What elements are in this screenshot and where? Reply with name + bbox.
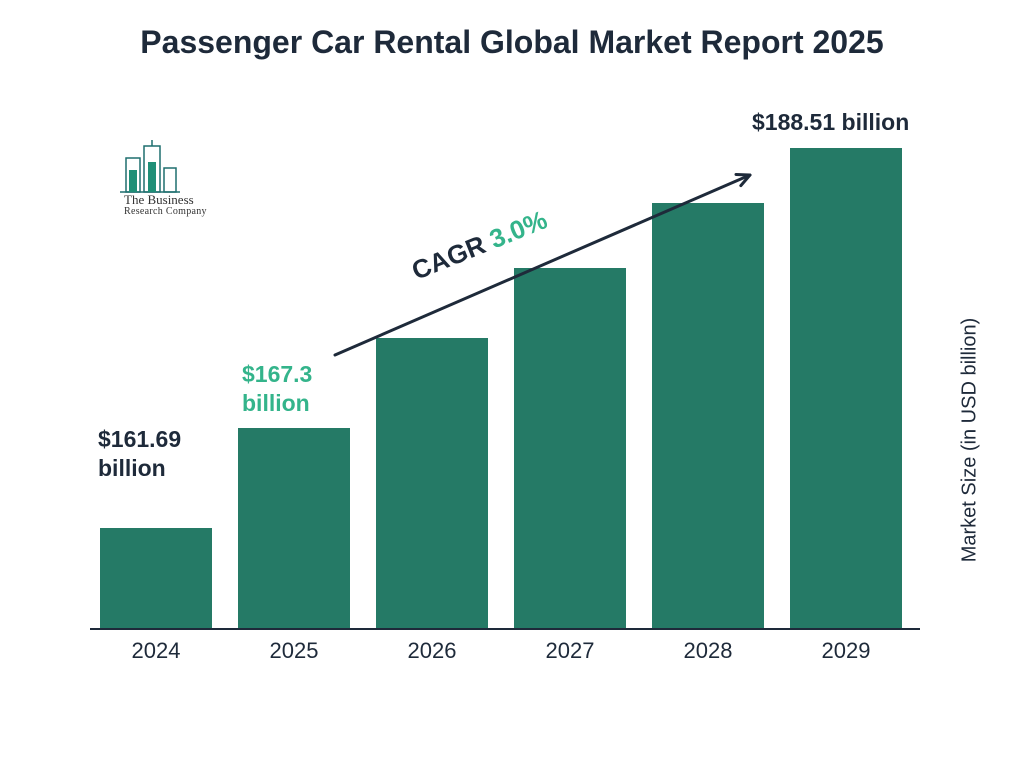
x-label-2028: 2028 <box>652 638 764 664</box>
y-axis-label: Market Size (in USD billion) <box>959 310 982 570</box>
bar-2028 <box>652 203 764 628</box>
bars-group <box>90 138 920 628</box>
chart-title: Passenger Car Rental Global Market Repor… <box>0 22 1024 62</box>
x-label-2025: 2025 <box>238 638 350 664</box>
value-annotation-1: $167.3billion <box>242 360 312 418</box>
bar-2026 <box>376 338 488 628</box>
bar-2024 <box>100 528 212 628</box>
bar-2029 <box>790 148 902 628</box>
x-label-2026: 2026 <box>376 638 488 664</box>
x-label-2029: 2029 <box>790 638 902 664</box>
value-annotation-0: $161.69billion <box>98 425 181 483</box>
x-label-2027: 2027 <box>514 638 626 664</box>
x-axis-line <box>90 628 920 630</box>
x-label-2024: 2024 <box>100 638 212 664</box>
chart-container: Passenger Car Rental Global Market Repor… <box>0 0 1024 768</box>
value-annotation-2: $188.51 billion <box>752 108 909 137</box>
bar-2027 <box>514 268 626 628</box>
bar-2025 <box>238 428 350 628</box>
